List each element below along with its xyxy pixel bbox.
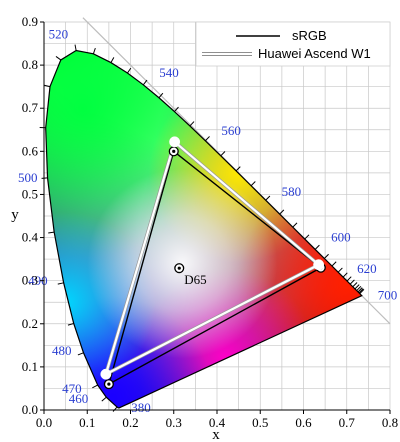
wavelength-tick	[356, 285, 362, 291]
y-tick-label: 0.1	[22, 359, 38, 374]
wavelength-tick	[292, 222, 298, 228]
y-tick-label: 0.8	[22, 57, 38, 72]
wavelength-tick	[349, 279, 355, 285]
series-srgb-triangle	[107, 150, 323, 386]
y-tick-label: 0.6	[22, 143, 39, 158]
wavelength-tick	[158, 92, 164, 99]
x-tick-label: 0.1	[79, 415, 95, 430]
white-point: D65	[174, 263, 207, 287]
wavelength-tick	[359, 288, 365, 294]
huawei-primary-point	[100, 368, 112, 380]
white-point-label: D65	[184, 272, 206, 287]
srgb-primary-dot	[107, 382, 111, 386]
gamut-series	[100, 136, 326, 390]
wavelength-tick	[358, 288, 364, 294]
y-tick-label: 0.4	[22, 230, 39, 245]
wavelength-tick	[337, 267, 343, 273]
wavelength-label-700: 700	[378, 288, 398, 303]
legend-label-srgb: sRGB	[292, 28, 327, 43]
wavelength-label-520: 520	[49, 27, 69, 42]
wavelength-tick	[220, 151, 226, 157]
wavelength-tick	[352, 282, 358, 288]
locus-white-center	[87, 168, 278, 359]
wavelength-tick	[235, 166, 241, 172]
wavelength-tick	[48, 231, 55, 234]
wavelength-label-380: 380	[131, 400, 151, 415]
wavelength-tick	[346, 276, 352, 282]
x-tick-label: 0.5	[252, 415, 268, 430]
wavelength-tick	[323, 253, 329, 259]
wavelength-tick	[101, 396, 107, 402]
wavelength-tick	[331, 261, 337, 267]
y-tick-labels: 0.0 0.1 0.2 0.3 0.4 0.5 0.6 0.7 0.8 0.9	[22, 14, 44, 417]
srgb-primary-dot	[172, 149, 176, 153]
wavelength-tick	[77, 352, 84, 356]
spectral-locus-outline	[45, 49, 363, 409]
wavelength-tick	[342, 272, 348, 278]
y-tick-label: 0.0	[22, 402, 38, 417]
wavelength-label-620: 620	[357, 261, 377, 276]
x-axis-title: x	[212, 427, 220, 442]
huawei-primary-point	[169, 136, 181, 148]
wavelength-label-460: 460	[69, 391, 89, 406]
wavelength-label-560: 560	[221, 123, 241, 138]
wavelength-tick	[55, 56, 62, 61]
y-tick-label: 0.5	[22, 186, 38, 201]
y-tick-label: 0.2	[22, 316, 38, 331]
wavelength-tick	[112, 406, 118, 412]
x-tick-label: 0.6	[295, 415, 312, 430]
y-axis-title: y	[11, 207, 19, 223]
huawei-primary-point	[313, 259, 325, 271]
wavelength-tick	[314, 244, 320, 250]
wavelength-tick	[74, 44, 77, 51]
wavelength-tick	[67, 322, 74, 326]
wavelength-tick	[354, 284, 360, 290]
series-huawei-triangle	[104, 139, 321, 377]
wavelength-label-580: 580	[282, 184, 302, 199]
x-tick-label: 0.7	[339, 415, 356, 430]
wavelength-tick	[57, 282, 64, 285]
wavelength-tick	[189, 121, 195, 127]
x-tick-label: 0.3	[166, 415, 182, 430]
wavelength-ticks	[39, 44, 365, 412]
wavelength-tick	[174, 106, 179, 112]
x-tick-label: 0.4	[209, 415, 226, 430]
legend-label-huawei: Huawei Ascend W1	[258, 46, 371, 61]
y-tick-label: 0.7	[22, 100, 39, 115]
wavelength-label-470: 470	[62, 381, 82, 396]
wavelength-tick	[110, 57, 115, 63]
wavelength-tick	[44, 84, 51, 88]
wavelength-label-490: 490	[28, 273, 48, 288]
y-tick-label: 0.9	[22, 14, 38, 29]
legend: sRGB Huawei Ascend W1	[195, 21, 391, 67]
wavelength-label-600: 600	[331, 229, 351, 244]
wavelength-tick	[304, 234, 310, 240]
legend-box	[195, 21, 391, 67]
wavelength-tick	[92, 384, 98, 389]
wavelength-tick	[357, 287, 363, 293]
wavelength-tick	[205, 136, 210, 142]
y-tick-label: 0.3	[22, 273, 38, 288]
wavelength-label-480: 480	[52, 343, 72, 358]
wavelength-tick	[279, 209, 285, 215]
wavelength-tick	[92, 47, 96, 54]
x-tick-label: 0.8	[382, 415, 398, 430]
wavelength-tick	[265, 195, 271, 201]
wavelength-tick	[142, 79, 148, 86]
wavelength-label-540: 540	[159, 65, 179, 80]
x-tick-labels: 0.0 0.1 0.2 0.3 0.4 0.5 0.6 0.7 0.8	[36, 410, 398, 430]
wavelength-label-500: 500	[18, 170, 38, 185]
x-tick-label: 0.0	[36, 415, 52, 430]
wavelength-tick	[127, 67, 132, 74]
white-point-dot	[177, 266, 181, 270]
wavelength-tick	[250, 181, 256, 187]
x-tick-label: 0.2	[122, 415, 138, 430]
